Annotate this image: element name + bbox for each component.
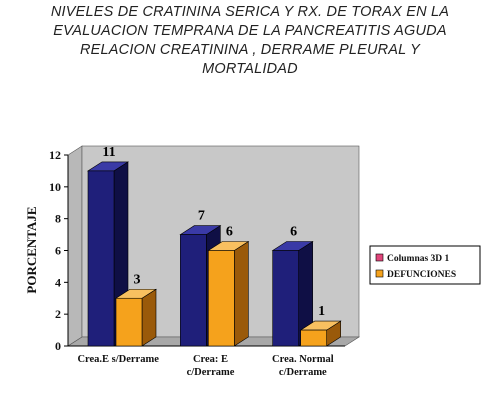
bar-series2-side (234, 240, 249, 347)
data-label-series1: 11 (102, 145, 115, 160)
data-label-series2: 3 (134, 272, 141, 287)
title-line-4: MORTALIDAD (202, 61, 298, 77)
x-tick-label: Crea. Normal (272, 354, 334, 365)
y-tick-label: 4 (55, 275, 61, 289)
x-tick-label: c/Derrame (279, 367, 327, 378)
legend-label: Columnas 3D 1 (387, 254, 450, 264)
y-axis-label: PORCENTAJE (24, 206, 39, 293)
chart-bars (86, 161, 342, 347)
x-tick-label: Crea.E s/Derrame (77, 354, 159, 365)
y-tick-label: 0 (55, 339, 61, 353)
side-wall (67, 145, 83, 347)
data-label-series1: 6 (290, 225, 297, 240)
bar-series1 (87, 170, 115, 347)
x-tick-label: c/Derrame (187, 367, 235, 378)
title-line-1: NIVELES DE CRATININA SERICA Y RX. DE TOR… (50, 4, 450, 20)
chart-legend: Columnas 3D 1 DEFUNCIONES (369, 245, 481, 285)
chart-labels: 11 3 Crea.E s/Derrame 7 6 Crea: E c/Derrame 6 1 C… (77, 145, 333, 378)
legend-box (369, 245, 481, 285)
bar-series2 (115, 297, 143, 347)
y-tick-label: 12 (49, 148, 61, 162)
bar-series1 (180, 234, 207, 347)
y-tick-label: 6 (55, 244, 61, 258)
bar-series2 (208, 250, 235, 347)
y-tick-label: 8 (55, 212, 61, 226)
data-label-series2: 1 (318, 304, 325, 319)
data-label-series1: 7 (198, 209, 205, 224)
legend-swatch (375, 253, 384, 262)
bar-series2-side (141, 288, 157, 347)
bar-series1 (272, 250, 299, 347)
bar-series2 (300, 329, 327, 347)
y-tick-label: 2 (55, 307, 61, 321)
title-line-2: EVALUACION TEMPRANA DE LA PANCREATITIS A… (53, 23, 447, 39)
title-line-3: RELACION CREATININA , DERRAME PLEURAL Y (79, 42, 421, 58)
data-label-series2: 6 (226, 225, 233, 240)
chart-title: NIVELES DE CRATININA SERICA Y RX. DE TOR… (0, 3, 500, 79)
legend-label: DEFUNCIONES (387, 270, 456, 280)
x-tick-label: Crea: E (193, 354, 228, 365)
legend-swatch (375, 269, 384, 278)
y-tick-label: 10 (49, 180, 61, 194)
